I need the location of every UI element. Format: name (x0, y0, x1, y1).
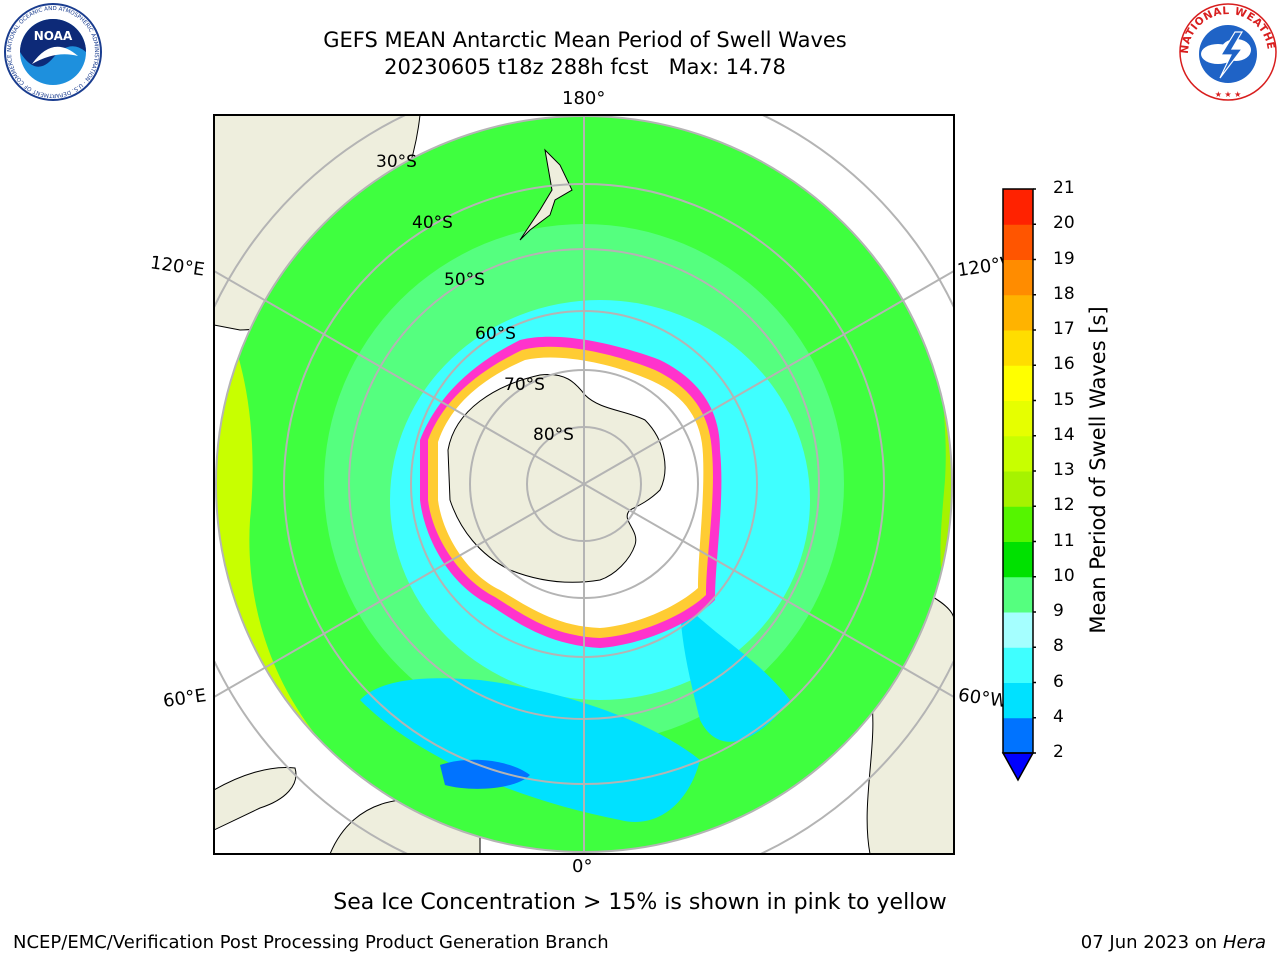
nws-logo: NATIONAL WEATHER SERVICE ★ ★ ★ (1178, 2, 1277, 101)
lon-label-60e: 60°E (161, 685, 208, 712)
noaa-logo: NATIONAL OCEANIC AND ATMOSPHERIC ADMINIS… (4, 3, 102, 101)
credit-date-text: 07 Jun 2023 on (1080, 932, 1218, 953)
colorbar-bin (1003, 612, 1033, 648)
colorbar-tick-label: 8 (1053, 636, 1064, 657)
colorbar-bin (1003, 541, 1033, 578)
colorbar-bin (1003, 259, 1033, 296)
colorbar-tick-label: 20 (1053, 213, 1075, 234)
colorbar-tick-label: 17 (1053, 319, 1075, 339)
colorbar-tick-label: 2 (1053, 742, 1064, 762)
colorbar-tick-label: 9 (1053, 601, 1064, 621)
colorbar-tick-label: 4 (1053, 706, 1064, 727)
colorbar-tick-label: 16 (1053, 354, 1075, 375)
map-subtitle: 20230605 t18z 288h fcst Max: 14.78 (240, 54, 930, 81)
credit-machine: Hera (1222, 932, 1266, 953)
colorbar-tick-label: 11 (1053, 530, 1075, 551)
colorbar-tick-label: 14 (1053, 424, 1075, 445)
colorbar-tick-label: 18 (1053, 283, 1075, 304)
graticule (214, 115, 954, 854)
colorbar-tick-label: 10 (1053, 565, 1075, 586)
noaa-logo-text: NOAA (34, 29, 73, 43)
colorbar-tick-label: 19 (1053, 248, 1075, 269)
colorbar-bin (1003, 435, 1033, 472)
colorbar-bin (1003, 294, 1033, 331)
lat-label-80s: 80°S (533, 425, 574, 445)
lat-label-70s: 70°S (504, 375, 545, 395)
lat-label-30s: 30°S (376, 152, 417, 172)
lat-label-60s: 60°S (475, 324, 516, 344)
colorbar-title: Mean Period of Swell Waves [s] (1086, 306, 1110, 634)
colorbar-bin (1003, 576, 1033, 613)
colorbar (1001, 188, 1036, 782)
lon-label-0: 0° (572, 856, 593, 877)
lat-label-50s: 50°S (444, 270, 485, 290)
colorbar-tick-label: 12 (1053, 495, 1075, 516)
map-title: GEFS MEAN Antarctic Mean Period of Swell… (323, 28, 847, 52)
colorbar-tick-label: 21 (1053, 178, 1075, 198)
credit-branch: NCEP/EMC/Verification Post Processing Pr… (13, 932, 609, 953)
new-zealand-land (519, 148, 573, 241)
lon-label-180: 180° (562, 88, 606, 109)
colorbar-tick-label: 13 (1053, 460, 1075, 480)
colorbar-bin (1003, 471, 1033, 507)
max-value: Max: 14.78 (668, 55, 786, 79)
colorbar-tick-label: 15 (1053, 389, 1075, 410)
colorbar-tick-label: 6 (1053, 671, 1064, 692)
colorbar-bin (1003, 682, 1033, 719)
colorbar-bin (1003, 224, 1033, 260)
sea-ice-note: Sea Ice Concentration > 15% is shown in … (333, 890, 947, 915)
colorbar-bin (1003, 717, 1033, 754)
map-panel (213, 114, 955, 855)
madagascar-land (214, 766, 297, 831)
lon-label-120e: 120°E (148, 252, 206, 281)
colorbar-bin (1003, 400, 1033, 437)
lat-label-40s: 40°S (412, 213, 453, 233)
colorbar-bin (1003, 189, 1033, 225)
colorbar-bin (1003, 365, 1033, 401)
colorbar-bin (1003, 330, 1033, 366)
run-info: 20230605 t18z 288h fcst (384, 55, 649, 79)
colorbar-bin (1003, 506, 1033, 542)
svg-text:★ ★ ★: ★ ★ ★ (1215, 90, 1242, 99)
credit-date: 07 Jun 2023 on Hera (1081, 932, 1266, 953)
colorbar-bin (1003, 647, 1033, 683)
